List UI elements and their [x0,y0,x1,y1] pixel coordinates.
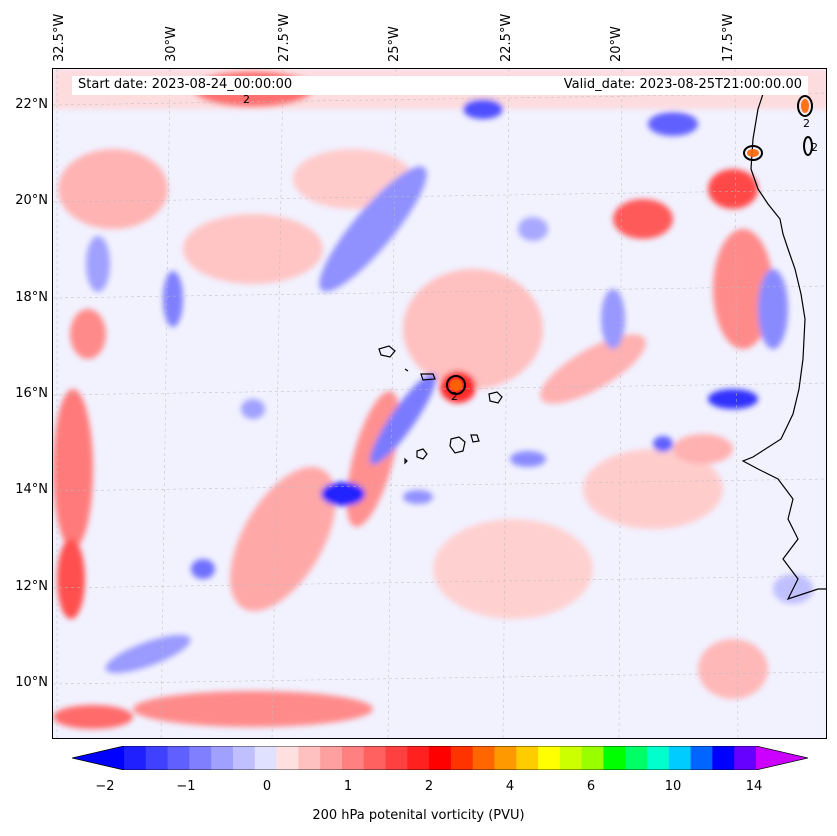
colorbar-segment [211,746,234,770]
colorbar-tick-label: 4 [505,779,515,794]
colorbar-segment [690,746,713,770]
lat-label: 16°N [15,386,48,401]
colorbar [72,746,808,770]
colorbar-tick-label: 14 [745,779,763,794]
colorbar-segment [450,746,474,770]
colorbar-segment [494,746,517,770]
pv-field-map: 2 2 2 2 [53,69,826,738]
lon-label: 30°W [164,26,179,62]
valid-date-label: Valid_date: 2023-08-25T21:00:00.00 [563,77,802,92]
colorbar-tick-label: 1 [343,779,353,794]
colorbar-segment [647,746,670,770]
map-background [53,69,826,738]
lon-label: 27.5°W [277,13,292,62]
colorbar-segment [320,746,343,770]
colorbar-tick-label: 6 [586,779,596,794]
colorbar-tick-label: 2 [424,779,434,794]
colorbar-segment [559,746,583,770]
start-date-label: Start date: 2023-08-24_00:00:00 [78,77,293,92]
colorbar-title: 200 hPa potenital vorticity (PVU) [312,808,525,823]
contour-label: 2 [243,93,250,106]
colorbar-segment [538,746,561,770]
map-panel: 2 2 2 2 [52,68,827,739]
date-info-bar [72,76,808,95]
colorbar-segment [472,746,495,770]
lon-label: 25°W [387,26,402,62]
contour-label: 2 [811,141,818,154]
colorbar-segment [167,746,190,770]
lat-label: 20°N [15,193,48,208]
colorbar-segment [189,746,212,770]
colorbar-segment [363,746,387,770]
lon-label: 22.5°W [499,13,514,62]
lon-label: 20°W [609,26,624,62]
lat-label: 14°N [15,482,48,497]
colorbar-segment [603,746,626,770]
colorbar-segment [516,746,539,770]
colorbar-segment [581,746,604,770]
coastline-africa [741,78,826,601]
colorbar-segment [145,746,169,770]
colorbar-segment [734,746,757,770]
colorbar-segment [668,746,692,770]
colorbar-segment [385,746,408,770]
cape-verde-islands [378,345,503,465]
lat-label: 22°N [15,97,48,112]
contour-label: 2 [451,390,458,403]
colorbar-segment [298,746,321,770]
colorbar-tick-label: −1 [176,779,196,794]
colorbar-segment [124,746,147,770]
colorbar-segment [625,746,648,770]
lat-label: 12°N [15,579,48,594]
graticule [53,69,826,738]
colorbar-segment [407,746,430,770]
lon-label: 17.5°W [721,13,736,62]
colorbar-extend-high [756,746,808,770]
colorbar-segment [429,746,452,770]
colorbar-tick-label: 0 [262,779,272,794]
colorbar-segment [712,746,735,770]
lon-label: 32.5°W [52,13,67,62]
colorbar-tick-label: 10 [664,779,682,794]
contour-label: 2 [803,117,810,130]
colorbar-segment [341,746,365,770]
colorbar-segment [232,746,256,770]
lat-label: 18°N [15,290,48,305]
colorbar-tick-label: −2 [95,779,115,794]
lat-label: 10°N [15,675,48,690]
colorbar-extend-low [72,746,124,770]
colorbar-segment [254,746,278,770]
pv-high-cores [450,99,809,391]
colorbar-segment [276,746,299,770]
